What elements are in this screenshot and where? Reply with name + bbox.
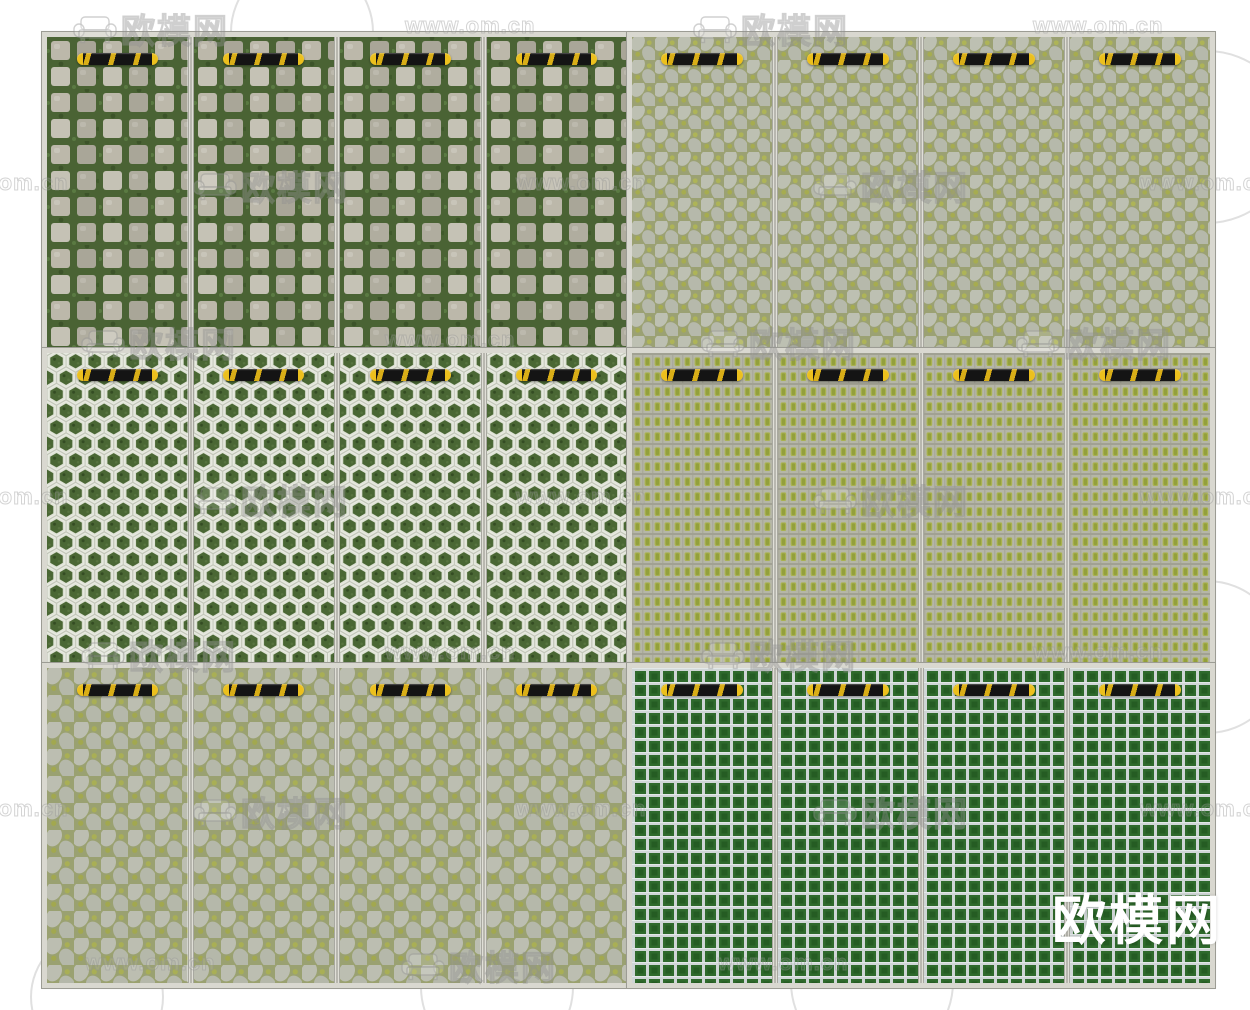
paver-pattern-slots [1070,353,1210,663]
paver-pattern-oval2 [486,668,627,983]
parking-group-grass-grid-green [626,662,1216,989]
parking-group-square-paver-grass [41,31,633,356]
stall-divider-curb [1064,668,1070,983]
parking-stall [47,37,188,350]
stall-divider-curb [1064,37,1070,350]
wheel-stop [1099,53,1181,65]
stall-divider-curb [187,353,194,663]
wheel-stop [223,53,305,65]
wheel-stop [369,684,451,696]
paver-pattern-oval [1070,37,1210,350]
stall-divider-curb [918,353,924,663]
wheel-stop [223,684,305,696]
parking-stall [1070,668,1210,983]
paver-pattern-square [486,37,627,350]
paver-pattern-grid [1070,668,1210,983]
stall-divider-curb [772,37,778,350]
wheel-stop [953,684,1035,696]
paver-pattern-oval2 [340,668,481,983]
parking-stall [193,353,334,663]
stall-divider-curb [772,668,778,983]
parking-stall [778,37,918,350]
parking-stall [924,353,1064,663]
wheel-stop [661,53,743,65]
stall-divider-curb [334,353,340,663]
parking-group-hex-paver-grass [41,347,633,669]
paver-pattern-oval [632,37,772,350]
paver-pattern-slots [632,353,772,663]
paver-pattern-oval2 [193,668,334,983]
wheel-stop [807,684,889,696]
parking-stall [1070,353,1210,663]
paver-pattern-hex [47,353,188,663]
wheel-stop [953,369,1035,381]
wheel-stop [516,53,598,65]
parking-group-slot-paver-concrete [626,347,1216,669]
wheel-stop [1099,369,1181,381]
paver-pattern-square [47,37,188,350]
wheel-stop [76,53,158,65]
parking-stall [486,37,627,350]
paver-pattern-square [340,37,481,350]
paver-pattern-hex [486,353,627,663]
stall-divider-curb [334,668,340,983]
paver-pattern-hex [340,353,481,663]
parking-stall [632,353,772,663]
parking-stall [632,668,772,983]
wheel-stop [516,684,598,696]
wheel-stop [1099,684,1181,696]
parking-stall [632,37,772,350]
wheel-stop [76,369,158,381]
parking-stall [340,37,481,350]
wheel-stop [953,53,1035,65]
stall-divider-curb [918,668,924,983]
wheel-stop [223,369,305,381]
paver-pattern-hex [193,353,334,663]
stall-divider-curb [772,353,778,663]
parking-stall [1070,37,1210,350]
stall-divider-curb [1064,353,1070,663]
paver-pattern-grid [632,668,772,983]
parking-stall [778,668,918,983]
wheel-stop [807,53,889,65]
stall-divider-curb [480,353,487,663]
parking-stall [193,668,334,983]
parking-stall [193,37,334,350]
parking-group-round-paver-olive-large [41,662,633,989]
wheel-stop [661,369,743,381]
paver-pattern-grid [924,668,1064,983]
parking-stall [47,668,188,983]
parking-stall [924,668,1064,983]
stall-divider-curb [187,37,194,350]
wheel-stop [76,684,158,696]
stall-divider-curb [480,37,487,350]
wheel-stop [661,684,743,696]
wheel-stop [369,53,451,65]
paver-pattern-grid [778,668,918,983]
stall-divider-curb [334,37,340,350]
paver-pattern-oval2 [47,668,188,983]
parking-stall [340,668,481,983]
paver-pattern-square [193,37,334,350]
paver-pattern-oval [778,37,918,350]
wheel-stop [369,369,451,381]
stall-divider-curb [480,668,487,983]
brand-wordmark: 欧模网 [1052,891,1223,951]
stall-divider-curb [187,668,194,983]
parking-stall [47,353,188,663]
parking-stall [486,353,627,663]
paver-pattern-slots [924,353,1064,663]
parking-stall [924,37,1064,350]
parking-stall [778,353,918,663]
paver-pattern-slots [778,353,918,663]
stall-divider-curb [918,37,924,350]
parking-stall [486,668,627,983]
parking-stall [340,353,481,663]
parking-group-round-paver-olive [626,31,1216,356]
paver-pattern-oval [924,37,1064,350]
wheel-stop [807,369,889,381]
wheel-stop [516,369,598,381]
